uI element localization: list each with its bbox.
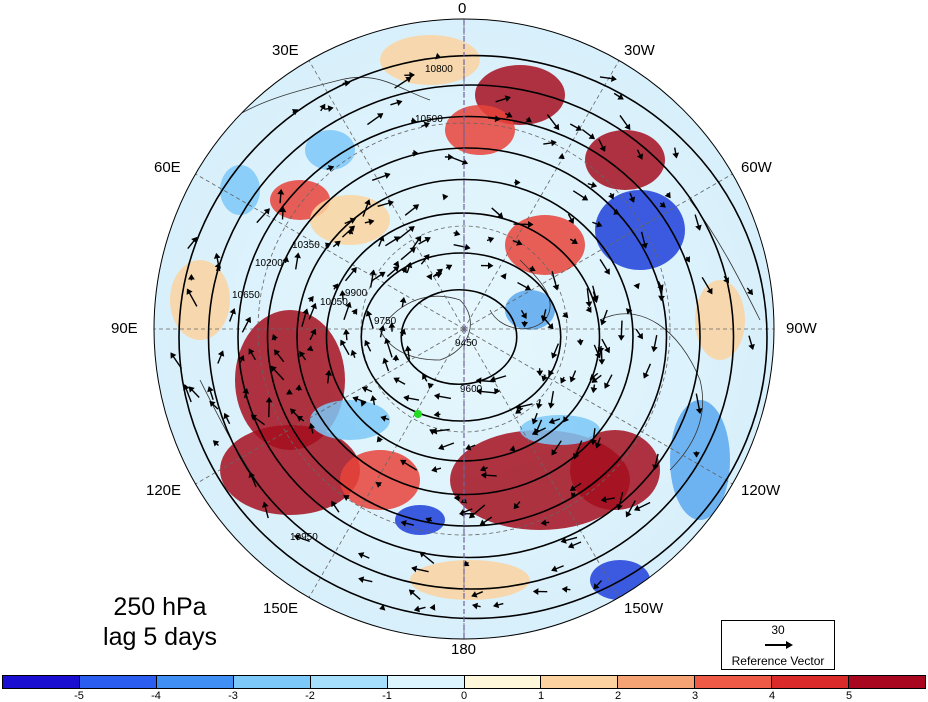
- colorbar-tick-label: -1: [382, 690, 392, 702]
- map-border: [153, 18, 775, 640]
- contour-label: 10500: [415, 114, 443, 125]
- colorbar-tick-label: -5: [74, 690, 84, 702]
- colorbar: [2, 675, 926, 689]
- title-lag: lag 5 days: [103, 623, 217, 651]
- lon-label-150e: 150E: [263, 600, 299, 617]
- colorbar-segment: [233, 676, 311, 688]
- lon-label-120e: 120E: [146, 482, 182, 499]
- contour-label: 9900: [345, 288, 368, 299]
- colorbar-tick-label: 5: [845, 690, 853, 702]
- lon-label-180: 180: [451, 641, 477, 658]
- contour-label: 9600: [460, 384, 483, 395]
- colorbar-tick-label: 0: [460, 690, 468, 702]
- colorbar-segment: [464, 676, 542, 688]
- lon-label-30w: 30W: [624, 42, 655, 59]
- colorbar-tick-label: -4: [151, 690, 161, 702]
- contour-label: 10800: [425, 64, 453, 75]
- colorbar-segment: [772, 676, 850, 688]
- lon-label-60w: 60W: [741, 159, 772, 176]
- reference-vector-value: 30: [771, 623, 785, 637]
- colorbar-tick-label: -2: [305, 690, 315, 702]
- colorbar-segment: [387, 676, 465, 688]
- colorbar-segment: [618, 676, 696, 688]
- contour-label: 10050: [320, 297, 348, 308]
- reference-vector-box: 30 Reference Vector: [721, 620, 835, 670]
- contour-label: 10950: [290, 532, 318, 543]
- colorbar-tick-label: 1: [537, 690, 545, 702]
- reference-arrow-icon: [765, 641, 793, 649]
- colorbar-segment: [695, 676, 773, 688]
- contour-label: 9750: [374, 316, 397, 327]
- colorbar-segment: [79, 676, 157, 688]
- colorbar-segment: [849, 676, 926, 688]
- colorbar-tick-label: -3: [228, 690, 238, 702]
- colorbar-tick-label: 4: [768, 690, 776, 702]
- lon-label-150w: 150W: [624, 600, 664, 617]
- lon-label-60e: 60E: [154, 159, 181, 176]
- wind-vectors: [170, 52, 755, 613]
- colorbar-tick-label: 2: [614, 690, 622, 702]
- height-contours: [178, 54, 768, 620]
- center-marker: [414, 410, 422, 418]
- title-level: 250 hPa: [113, 593, 207, 621]
- colorbar-segment: [3, 676, 80, 688]
- contour-label: 10200: [255, 258, 283, 269]
- colorbar-segment: [310, 676, 388, 688]
- colorbar-segment: [541, 676, 619, 688]
- lon-label-120w: 120W: [741, 482, 781, 499]
- contour-label: 10650: [232, 290, 260, 301]
- lon-label-30e: 30E: [272, 42, 299, 59]
- lon-label-90e: 90E: [111, 320, 138, 337]
- lon-label-0: 0: [458, 0, 467, 17]
- contour-label: 9450: [455, 338, 478, 349]
- colorbar-tick-label: 3: [691, 690, 699, 702]
- contour-label: 10350: [292, 240, 320, 251]
- colorbar-segment: [156, 676, 234, 688]
- reference-vector-label: Reference Vector: [731, 654, 825, 668]
- lon-label-90w: 90W: [786, 320, 817, 337]
